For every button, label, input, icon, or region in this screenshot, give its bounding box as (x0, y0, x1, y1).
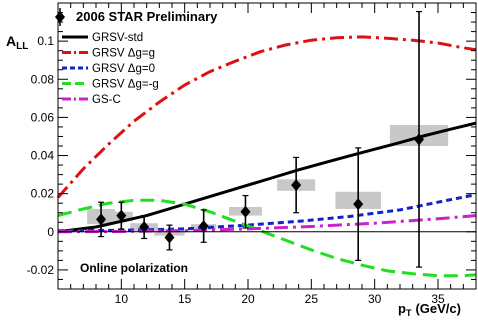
x-axis-label-unit: (GeV/c) (415, 301, 461, 316)
data-point (240, 205, 251, 218)
legend-label: GRSV Δg=-g (92, 79, 159, 91)
x-tick-label: 20 (241, 292, 255, 306)
legend-label: GRSV Δg=0 (92, 63, 155, 75)
online-polarization-annotation: Online polarization (80, 261, 188, 275)
y-tick-label: 0.1 (37, 34, 54, 48)
y-tick-label: 0.06 (31, 110, 55, 124)
data-point (116, 209, 127, 222)
x-tick-label: 25 (305, 292, 319, 306)
legend-label: GRSV-std (92, 32, 143, 44)
data-point (291, 179, 302, 192)
x-tick-label: 35 (431, 292, 445, 306)
x-axis-label-sub: T (406, 308, 412, 318)
axes: -0.02 0 0.02 0.04 0.06 0.08 0.1 10 15 20 25 30 35 (27, 2, 477, 306)
curve-grsv-std (57, 121, 477, 234)
data-point (139, 221, 150, 234)
y-tick-label: -0.02 (27, 263, 55, 277)
x-axis-label: pT (GeV/c) (398, 301, 461, 318)
curve-grsv-g-g (57, 198, 477, 278)
y-axis-label: ALL (6, 33, 28, 52)
x-tick-label: 15 (178, 292, 192, 306)
legend: GRSV-std GRSV Δg=g GRSV Δg=0 GRSV Δg=-g GS-C (62, 32, 159, 106)
chart-title: 2006 STAR Preliminary (76, 9, 218, 24)
x-axis-label-main: p (398, 301, 406, 316)
curve-gs-c (57, 214, 477, 234)
y-tick-label: 0.08 (31, 72, 55, 86)
data-point (414, 133, 424, 146)
curve-grsv-g-g (56, 35, 477, 199)
y-axis-label-sub: LL (16, 41, 28, 52)
legend-label: GRSV Δg=g (92, 48, 155, 60)
y-tick-label: 0.02 (31, 187, 55, 201)
data-point (164, 231, 175, 244)
x-tick-label: 10 (115, 292, 129, 306)
data-point (96, 213, 107, 226)
x-tick-label: 30 (368, 292, 382, 306)
y-tick-label: 0.04 (31, 149, 55, 163)
y-tick-label: 0 (47, 225, 54, 239)
data-points (96, 10, 424, 268)
data-point (198, 220, 209, 233)
data-point (353, 198, 364, 211)
legend-label: GS-C (92, 94, 121, 106)
y-axis-label-main: A (6, 33, 16, 49)
